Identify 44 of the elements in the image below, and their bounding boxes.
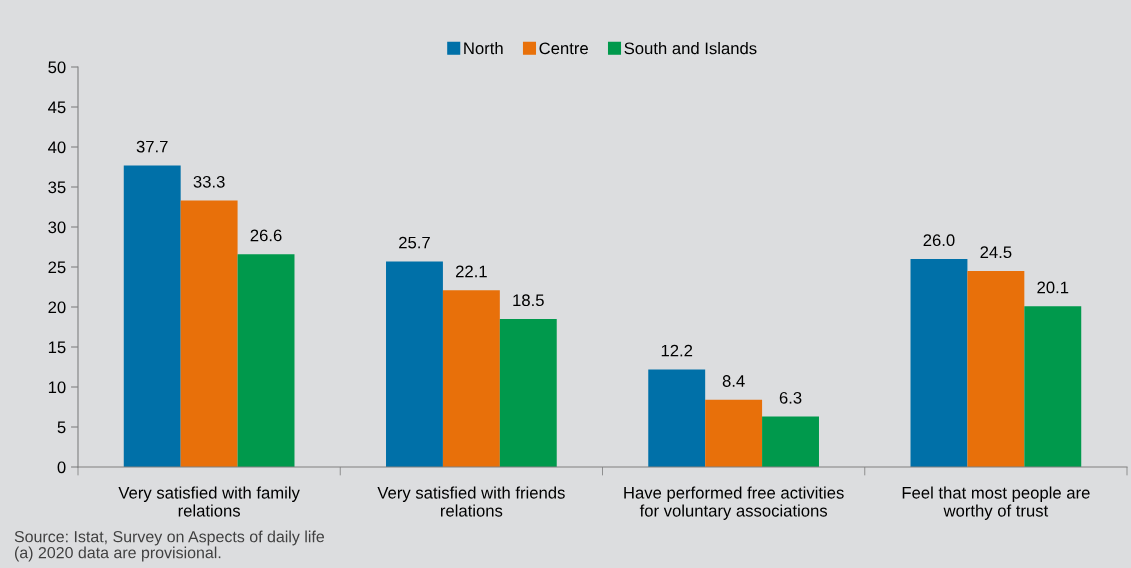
y-tick-label: 45	[48, 101, 66, 114]
bar	[180, 200, 238, 467]
bar	[123, 165, 181, 467]
y-tick-label: 40	[48, 141, 66, 154]
data-label: 24.5	[980, 246, 1012, 259]
y-tick-label: 10	[48, 381, 66, 394]
bar	[1024, 306, 1082, 467]
data-label: 18.5	[513, 294, 544, 307]
x-tick-label: Feel that most people are worthy of trust	[902, 486, 1090, 520]
source-note: Source: Istat, Survey on Aspects of daily life	[14, 530, 325, 546]
data-label: 25.7	[399, 236, 430, 249]
x-tick-label: Very satisfied with friends relations	[377, 486, 565, 517]
y-tick-label: 0	[57, 461, 66, 474]
bar	[237, 254, 295, 467]
data-label: 12.2	[661, 344, 693, 357]
legend-label: Centre	[539, 42, 588, 55]
y-tick-label: 5	[57, 421, 66, 434]
y-tick-label: 30	[48, 221, 66, 234]
bar	[499, 319, 557, 467]
y-tick-label: 25	[48, 261, 66, 274]
y-tick-label: 15	[48, 341, 66, 354]
bar	[910, 259, 968, 467]
bar	[442, 290, 500, 467]
x-tick-label: Very satisfied with family relations	[118, 486, 300, 517]
legend-label: South and Islands	[624, 42, 757, 55]
y-tick-label: 35	[48, 181, 66, 194]
data-label: 22.1	[456, 265, 487, 278]
data-label: 33.3	[193, 175, 225, 188]
bar	[762, 416, 819, 467]
text: (a) 2020 data are provisional.	[14, 546, 221, 562]
y-tick-label: 50	[48, 61, 66, 74]
x-tick-label: Have performed free activities for voluntary associations	[624, 486, 844, 520]
y-tick-label: 20	[48, 301, 66, 314]
data-label: 6.3	[779, 391, 802, 404]
bar	[967, 271, 1025, 467]
data-label: 26.6	[250, 229, 282, 242]
bar	[648, 369, 706, 467]
data-label: 26.0	[923, 234, 955, 247]
bar	[386, 261, 443, 467]
legend-label: North	[464, 42, 503, 55]
bar	[705, 399, 763, 467]
data-label: 37.7	[136, 140, 168, 153]
data-label: 8.4	[722, 375, 745, 387]
data-label: 20.1	[1037, 281, 1069, 294]
